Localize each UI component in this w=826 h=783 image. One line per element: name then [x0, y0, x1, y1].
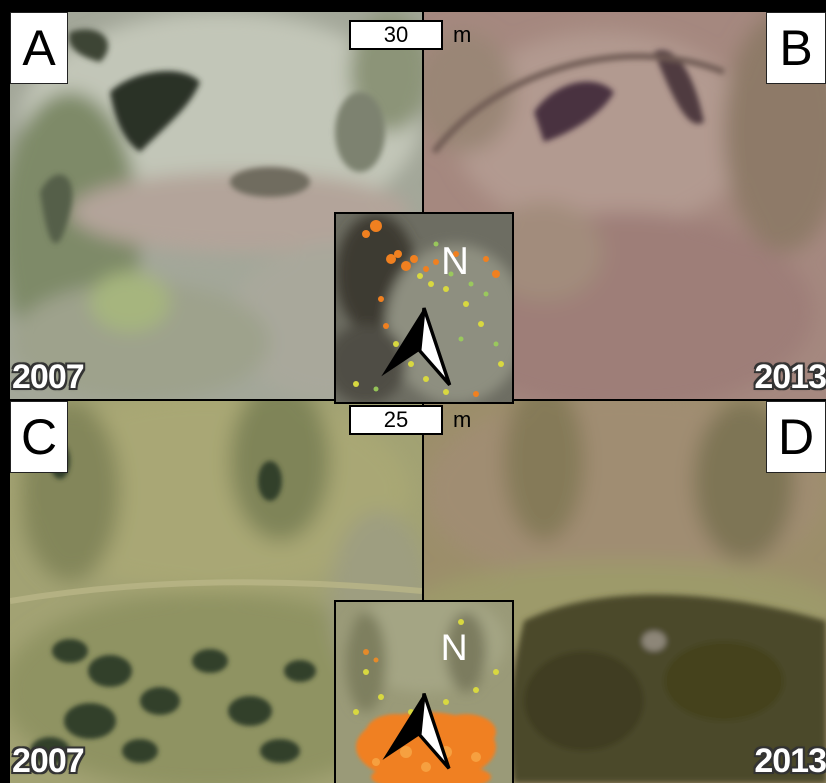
panel-letter: A	[10, 12, 68, 84]
scale-unit: m	[453, 22, 472, 47]
year-label: 2013	[754, 742, 826, 780]
aerial-photo-d	[424, 401, 826, 783]
north-arrow-icon: N	[381, 240, 469, 387]
scale-bar-top: 30 m	[349, 20, 471, 50]
scale-value: 30	[349, 20, 443, 50]
north-label: N	[441, 240, 469, 283]
panel-letter: D	[766, 401, 826, 473]
scale-unit: m	[453, 407, 472, 432]
year-label: 2007	[12, 742, 85, 780]
scale-bar-bottom: 25 m	[349, 405, 471, 435]
panel-d-2013-photo: D 2013	[424, 401, 826, 783]
change-map-top	[336, 214, 512, 402]
scale-value: 25	[349, 405, 443, 435]
panel-letter: B	[766, 12, 826, 84]
year-label: 2007	[12, 358, 85, 396]
change-map-inset-top: N	[334, 212, 514, 404]
change-map-bottom	[336, 602, 512, 783]
change-map-inset-bottom: N	[334, 600, 514, 783]
panel-letter: C	[10, 401, 68, 473]
north-label: N	[441, 626, 468, 668]
north-arrow-icon: N	[382, 626, 468, 770]
year-label: 2013	[754, 358, 826, 396]
